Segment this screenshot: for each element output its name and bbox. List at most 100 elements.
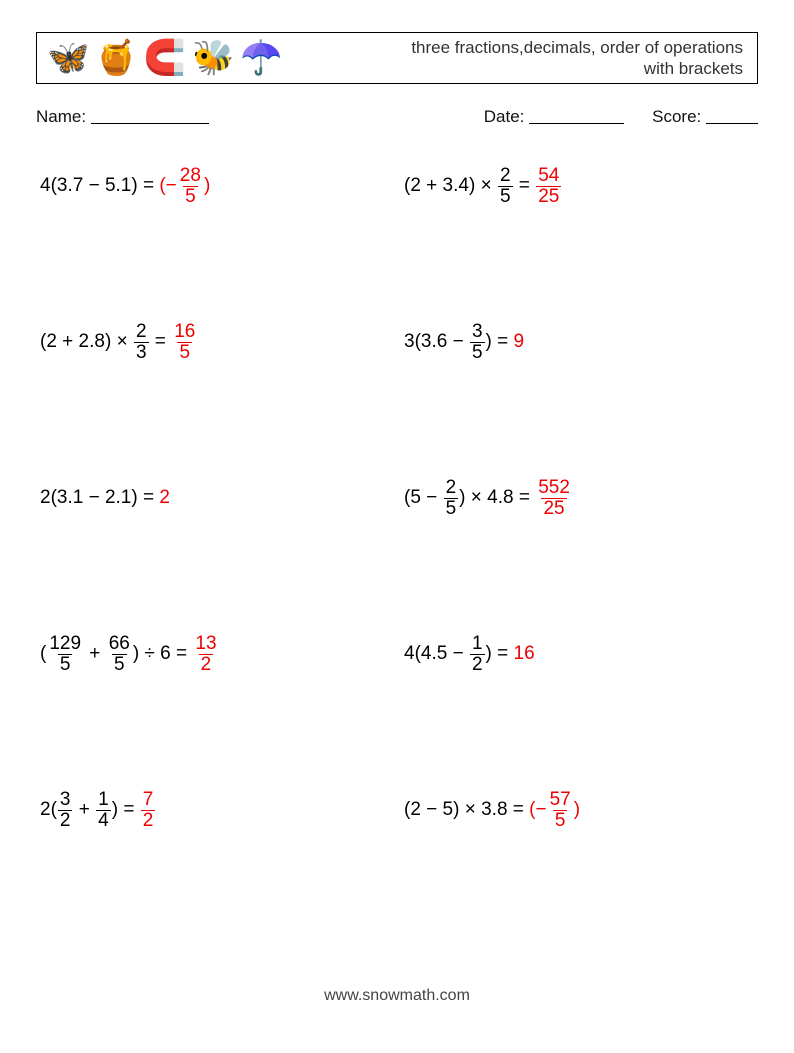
expr-text: 3(3.6 − (404, 331, 469, 353)
expr-fraction: 32 (58, 790, 73, 831)
answer-fraction: 285 (178, 166, 203, 207)
answer-text: ) (574, 799, 580, 821)
answer-fraction: 165 (172, 322, 197, 363)
footer-link: www.snowmath.com (0, 987, 794, 1005)
umbrella-icon: ☂️ (240, 41, 282, 75)
problem-1: 4(3.7 − 5.1) = (−285) (40, 163, 394, 209)
answer-text: 2 (159, 487, 170, 509)
fraction-denominator: 3 (134, 342, 149, 363)
fraction-denominator: 25 (536, 186, 561, 207)
problem-5: 2(3.1 − 2.1) = 2 (40, 475, 394, 521)
answer-fraction: 5425 (536, 166, 561, 207)
expr-text: = (514, 175, 536, 197)
fraction-denominator: 5 (444, 498, 459, 519)
fraction-denominator: 5 (553, 810, 568, 831)
name-label: Name: (36, 107, 86, 126)
fraction-denominator: 2 (470, 654, 485, 675)
fraction-numerator: 13 (193, 634, 218, 654)
score-label: Score: (652, 107, 701, 126)
answer-text: 9 (514, 331, 525, 353)
fraction-denominator: 5 (112, 654, 127, 675)
date-field: Date: (484, 106, 624, 127)
expr-text: (5 − (404, 487, 443, 509)
answer-text: (− (159, 175, 176, 197)
fraction-numerator: 129 (47, 634, 83, 654)
pot-icon: 🍯 (95, 41, 137, 75)
expr-text: 4(4.5 − (404, 643, 469, 665)
expr-text: ) ÷ 6 = (133, 643, 193, 665)
expr-fraction: 25 (444, 478, 459, 519)
fraction-numerator: 1 (470, 634, 485, 654)
expr-text: (2 + 2.8) × (40, 331, 133, 353)
answer-text: (− (529, 799, 546, 821)
expr-text: 2(3.1 − 2.1) = (40, 487, 159, 509)
problem-6: (5 − 25) × 4.8 = 55225 (404, 475, 758, 521)
problem-4: 3(3.6 − 35) = 9 (404, 319, 758, 365)
expr-fraction: 12 (470, 634, 485, 675)
expr-fraction: 665 (107, 634, 132, 675)
expr-text: 4(3.7 − 5.1) = (40, 175, 159, 197)
fraction-numerator: 7 (141, 790, 156, 810)
bee-icon: 🐝 (192, 41, 234, 75)
expr-text: = (150, 331, 172, 353)
fraction-denominator: 5 (470, 342, 485, 363)
fraction-denominator: 5 (183, 186, 198, 207)
fraction-numerator: 1 (96, 790, 111, 810)
fraction-numerator: 2 (498, 166, 513, 186)
expr-text: + (73, 799, 95, 821)
answer-fraction: 132 (193, 634, 218, 675)
date-blank[interactable] (529, 108, 624, 124)
fraction-denominator: 5 (498, 186, 513, 207)
expr-text: ( (40, 643, 46, 665)
expr-fraction: 14 (96, 790, 111, 831)
fraction-denominator: 4 (96, 810, 111, 831)
fraction-denominator: 2 (58, 810, 73, 831)
expr-fraction: 35 (470, 322, 485, 363)
expr-text: ) = (486, 643, 514, 665)
expr-fraction: 25 (498, 166, 513, 207)
problem-8: 4(4.5 − 12) = 16 (404, 631, 758, 677)
fraction-denominator: 2 (141, 810, 156, 831)
fraction-numerator: 3 (470, 322, 485, 342)
fraction-denominator: 5 (177, 342, 192, 363)
horseshoe-icon: 🧲 (144, 41, 186, 75)
problems-grid: 4(3.7 − 5.1) = (−285)(2 + 3.4) × 25 = 54… (36, 163, 758, 833)
expr-text: ) = (112, 799, 140, 821)
fraction-numerator: 57 (548, 790, 573, 810)
header-box: 🦋 🍯 🧲 🐝 ☂️ three fractions,decimals, ord… (36, 32, 758, 84)
name-blank[interactable] (91, 108, 209, 124)
expr-text: (2 − 5) × 3.8 = (404, 799, 529, 821)
info-row: Name: Date: Score: (36, 106, 758, 127)
score-field: Score: (652, 106, 758, 127)
answer-text: ) (204, 175, 210, 197)
fraction-denominator: 5 (58, 654, 73, 675)
worksheet-title: three fractions,decimals, order of opera… (283, 37, 747, 80)
fraction-numerator: 3 (58, 790, 73, 810)
expr-text: 2( (40, 799, 57, 821)
fraction-numerator: 28 (178, 166, 203, 186)
answer-fraction: 575 (548, 790, 573, 831)
problem-2: (2 + 3.4) × 25 = 5425 (404, 163, 758, 209)
problem-3: (2 + 2.8) × 23 = 165 (40, 319, 394, 365)
answer-fraction: 55225 (536, 478, 572, 519)
fraction-denominator: 25 (541, 498, 566, 519)
butterfly-icon: 🦋 (47, 41, 89, 75)
name-field: Name: (36, 106, 209, 127)
problem-9: 2(32 + 14) = 72 (40, 787, 394, 833)
fraction-numerator: 2 (444, 478, 459, 498)
fraction-denominator: 2 (199, 654, 214, 675)
header-icons: 🦋 🍯 🧲 🐝 ☂️ (47, 41, 283, 75)
fraction-numerator: 552 (536, 478, 572, 498)
expr-text: + (84, 643, 106, 665)
score-blank[interactable] (706, 108, 758, 124)
expr-fraction: 23 (134, 322, 149, 363)
fraction-numerator: 16 (172, 322, 197, 342)
expr-fraction: 1295 (47, 634, 83, 675)
problem-10: (2 − 5) × 3.8 = (−575) (404, 787, 758, 833)
fraction-numerator: 2 (134, 322, 149, 342)
expr-text: (2 + 3.4) × (404, 175, 497, 197)
expr-text: ) × 4.8 = (459, 487, 535, 509)
problem-7: (1295 + 665) ÷ 6 = 132 (40, 631, 394, 677)
fraction-numerator: 54 (536, 166, 561, 186)
expr-text: ) = (486, 331, 514, 353)
